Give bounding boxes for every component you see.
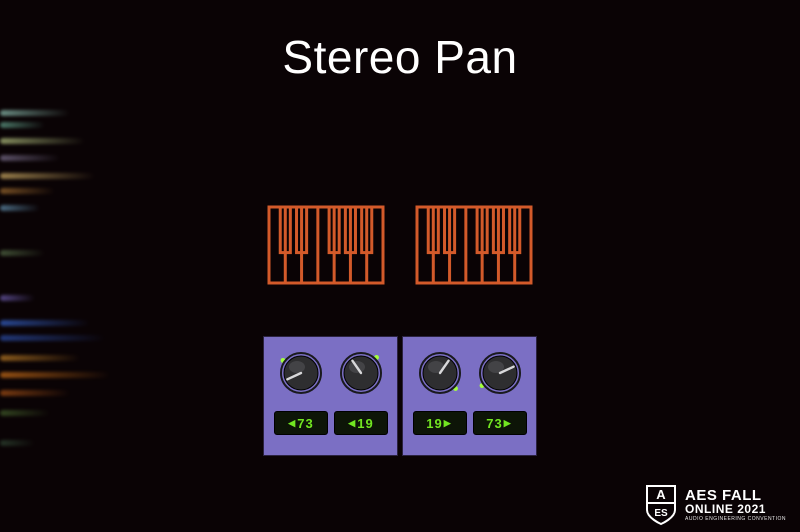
pan-value: 19 <box>426 416 442 431</box>
footer-line1: AES FALL <box>685 488 786 503</box>
pan-readout[interactable]: ◀73 <box>274 411 328 435</box>
pan-knob[interactable] <box>277 349 325 397</box>
shield-bottom-letters: ES <box>654 508 668 519</box>
keyboard-icon <box>415 205 533 285</box>
shield-icon: A ES <box>645 484 677 526</box>
pan-value: 73 <box>297 416 313 431</box>
pan-knob[interactable] <box>476 349 524 397</box>
pan-readout[interactable]: ◀19 <box>334 411 388 435</box>
pan-panel-row: ◀73◀1919▶73▶ <box>0 336 800 456</box>
arrow-left-icon: ◀ <box>288 418 296 429</box>
footer-line2: ONLINE 2021 <box>685 503 786 516</box>
pan-knob[interactable] <box>416 349 464 397</box>
footer-text: AES FALL ONLINE 2021 AUDIO ENGINEERING C… <box>685 488 786 522</box>
keyboard-icon <box>267 205 385 285</box>
footer-line3: AUDIO ENGINEERING CONVENTION <box>685 516 786 522</box>
pan-panel: 19▶73▶ <box>402 336 537 456</box>
aes-logo: A ES AES FALL ONLINE 2021 AUDIO ENGINEER… <box>645 484 786 526</box>
arrow-left-icon: ◀ <box>348 418 356 429</box>
pan-readout[interactable]: 73▶ <box>473 411 527 435</box>
arrow-right-icon: ▶ <box>444 418 452 429</box>
pan-readout[interactable]: 19▶ <box>413 411 467 435</box>
pan-panel: ◀73◀19 <box>263 336 398 456</box>
keyboard-row <box>0 205 800 285</box>
shield-top-letter: A <box>656 487 666 502</box>
page-title: Stereo Pan <box>0 30 800 84</box>
pan-value: 19 <box>357 416 373 431</box>
arrow-right-icon: ▶ <box>504 418 512 429</box>
pan-knob[interactable] <box>337 349 385 397</box>
pan-value: 73 <box>486 416 502 431</box>
